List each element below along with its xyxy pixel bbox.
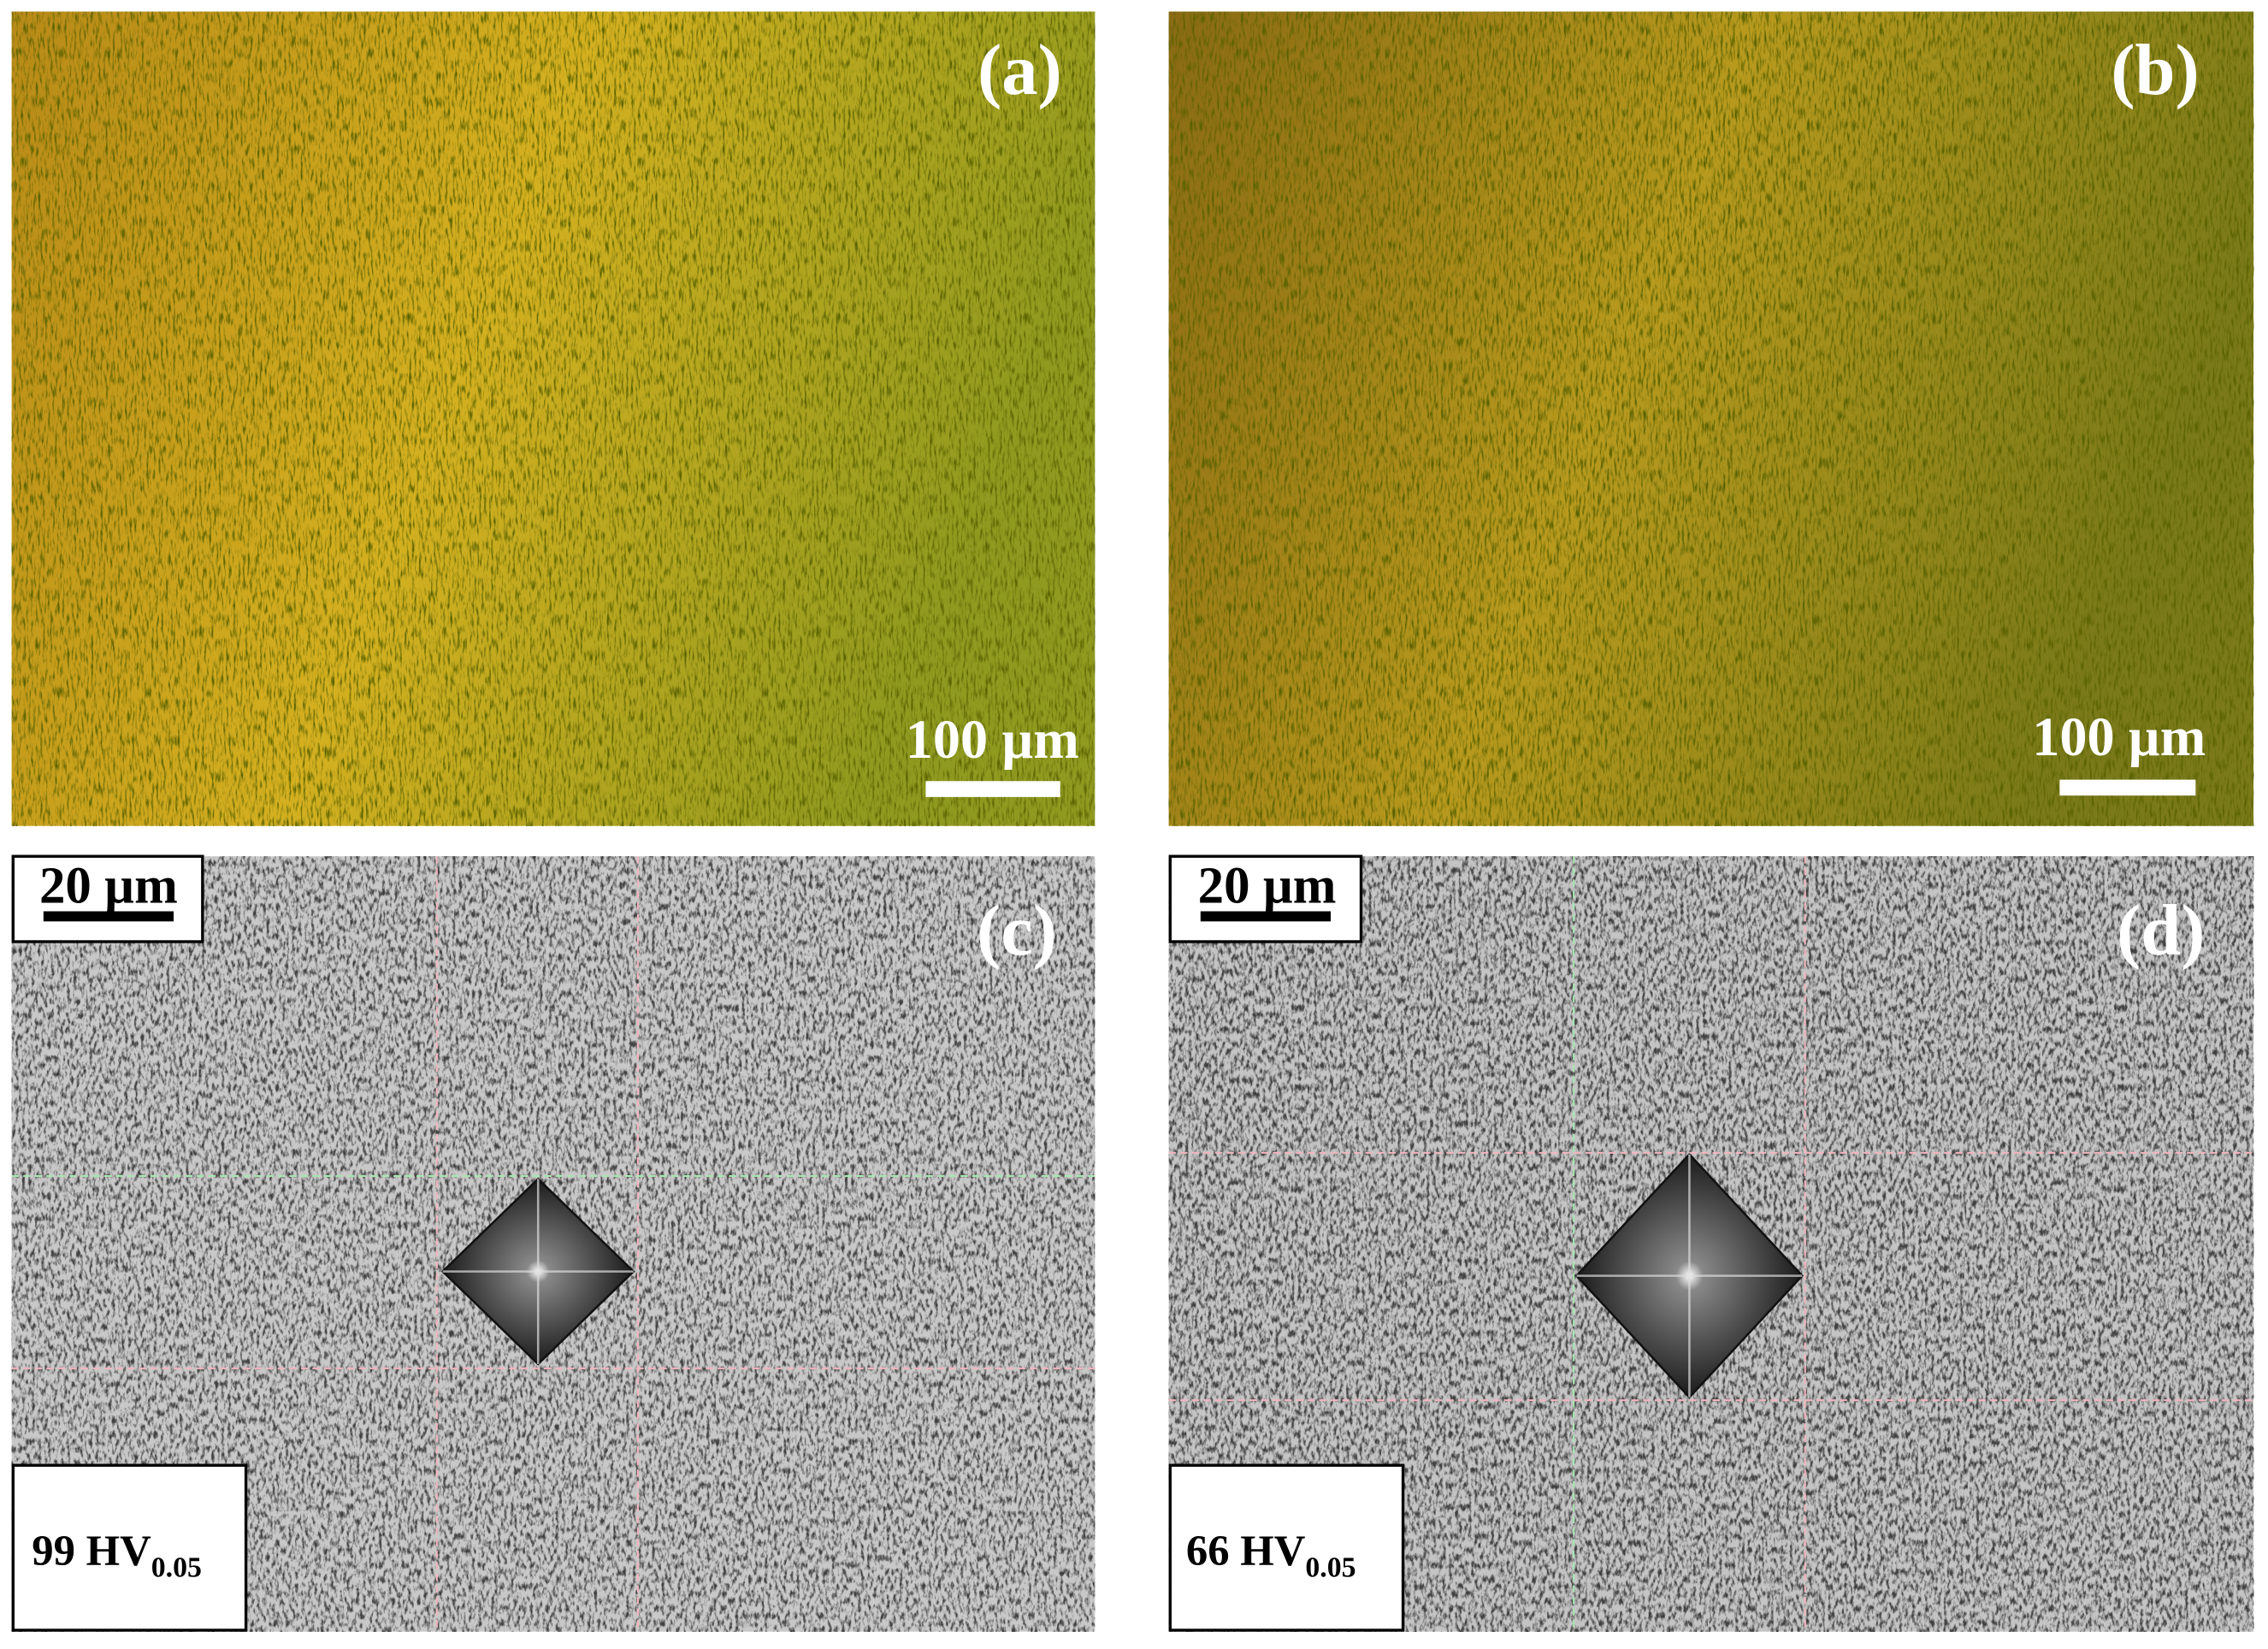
indentation-diagonals	[1576, 1154, 1803, 1398]
hardness-box	[11, 1463, 248, 1632]
scale-bar-box	[11, 854, 204, 943]
scale-bar-box	[1168, 854, 1363, 943]
panel-b: (b) 100 µm	[1168, 11, 2254, 826]
scale-bar	[925, 781, 1060, 797]
measure-lines	[11, 856, 1096, 1632]
scale-bar	[1200, 911, 1332, 922]
scale-bar-label: 100 µm	[906, 709, 1079, 770]
hardness-subscript: 0.05	[151, 1551, 202, 1583]
scale-bar-label: 20 µm	[39, 857, 178, 914]
scale-bar	[43, 911, 174, 922]
indentation-diagonals	[442, 1179, 634, 1364]
panel-a: (a) 100 µm	[11, 11, 1096, 826]
panel-d: (d) 20 µm 66 HV0.05	[1168, 854, 2254, 1632]
panel-label: (c)	[977, 891, 1057, 971]
texture	[1168, 11, 2254, 826]
hardness-subscript: 0.05	[1305, 1551, 1355, 1583]
hardness-box	[1168, 1463, 1405, 1632]
hardness: 99 HV0.05	[32, 1527, 202, 1584]
hardness-value: 66 HV	[1186, 1527, 1306, 1575]
hardness: 66 HV0.05	[1186, 1527, 1356, 1584]
scale-bar-label: 100 µm	[2032, 706, 2206, 767]
texture	[11, 11, 1096, 826]
panel-c: (c) 20 µm 99 HV0.05	[11, 854, 1096, 1632]
panel-label: (a)	[977, 31, 1062, 110]
panel-label: (b)	[2111, 31, 2199, 110]
scale-bar	[2059, 779, 2196, 796]
scale-bar-label: 20 µm	[1198, 857, 1337, 914]
panel-label: (d)	[2117, 891, 2205, 971]
hardness-value: 99 HV	[32, 1527, 151, 1575]
